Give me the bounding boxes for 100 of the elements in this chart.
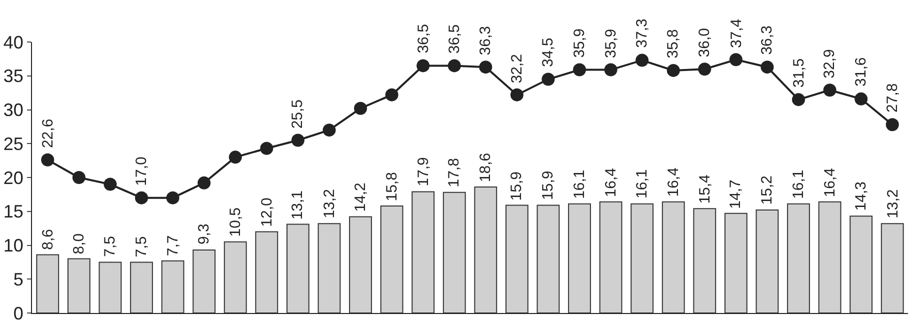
bar — [67, 258, 90, 313]
point — [135, 191, 148, 204]
data-label: 13,2 — [321, 189, 338, 218]
point — [792, 93, 805, 106]
y-tick-label: 5 — [13, 269, 24, 290]
bar — [98, 262, 122, 313]
data-label: 35,8 — [664, 29, 682, 58]
y-tick-label: 25 — [3, 134, 24, 154]
bar — [787, 203, 810, 313]
point — [760, 60, 774, 74]
data-label: 12,0 — [258, 198, 276, 227]
data-label: 14,7 — [727, 180, 744, 209]
data-label: 16,4 — [664, 168, 682, 197]
point — [479, 60, 492, 74]
point — [854, 92, 868, 106]
bar — [130, 262, 153, 313]
point — [729, 53, 742, 66]
bar — [724, 212, 748, 313]
data-label: 35,9 — [571, 28, 588, 58]
point — [260, 142, 274, 155]
point — [666, 64, 680, 77]
data-label: 31,6 — [852, 57, 870, 86]
data-label: 15,9 — [539, 170, 556, 200]
point — [510, 88, 524, 102]
point — [291, 134, 304, 147]
point — [823, 84, 836, 97]
y-tick-label: 20 — [3, 168, 24, 188]
point — [698, 62, 712, 76]
bar — [474, 186, 498, 313]
point — [104, 178, 117, 191]
bar — [630, 203, 654, 313]
data-label: 8,0 — [70, 233, 88, 254]
data-label: 13,2 — [884, 189, 902, 218]
bar — [36, 254, 60, 313]
data-label: 14,3 — [852, 181, 870, 211]
bar — [693, 208, 716, 313]
point — [448, 59, 461, 72]
bar — [380, 205, 404, 313]
point — [573, 63, 586, 76]
data-label: 36,3 — [758, 26, 776, 55]
point — [41, 153, 54, 166]
data-label: 31,5 — [790, 58, 808, 88]
data-label: 34,5 — [539, 38, 556, 67]
point — [354, 102, 367, 115]
y-tick-label: 30 — [3, 100, 24, 120]
data-label: 7,5 — [132, 236, 150, 258]
y-tick-label: 10 — [3, 236, 24, 256]
data-label: 36,5 — [414, 24, 432, 54]
data-label: 15,9 — [508, 172, 526, 201]
point — [166, 191, 180, 204]
bar — [818, 201, 842, 313]
data-label: 25,5 — [289, 99, 306, 129]
point — [886, 118, 899, 132]
bar — [318, 223, 341, 313]
data-label: 32,2 — [508, 54, 526, 84]
data-label: 16,4 — [602, 168, 620, 198]
bar — [224, 241, 247, 313]
bar — [850, 216, 873, 313]
bar — [286, 224, 310, 313]
data-label: 35,9 — [602, 28, 620, 58]
data-label: 17,9 — [414, 157, 432, 186]
data-label: 36,5 — [446, 24, 464, 54]
data-label: 22,6 — [39, 118, 56, 148]
y-tick-label: 15 — [3, 202, 24, 222]
data-label: 17,8 — [445, 158, 462, 188]
point — [542, 72, 555, 86]
bar — [192, 249, 216, 313]
point — [228, 150, 242, 164]
bar — [349, 216, 372, 313]
bar — [756, 210, 779, 313]
data-label: 37,3 — [633, 18, 650, 48]
data-label: 14,2 — [352, 182, 370, 212]
data-label: 8,6 — [39, 229, 56, 250]
data-label: 27,8 — [884, 83, 902, 113]
bar — [505, 204, 528, 313]
data-label: 17,0 — [133, 156, 150, 186]
point — [198, 176, 211, 190]
data-label: 15,4 — [696, 174, 714, 204]
bar — [161, 260, 184, 313]
data-label: 18,6 — [477, 152, 494, 182]
data-label: 32,9 — [821, 49, 838, 78]
bar — [880, 223, 904, 313]
data-label: 16,1 — [571, 170, 588, 199]
point — [636, 54, 649, 67]
bar — [662, 201, 685, 313]
data-label: 16,1 — [790, 170, 808, 199]
data-label: 7,5 — [102, 236, 119, 257]
point — [385, 88, 398, 102]
bar — [536, 204, 560, 313]
data-label: 15,8 — [383, 172, 400, 202]
y-tick-label: 40 — [3, 32, 24, 52]
data-label: 7,7 — [164, 235, 182, 256]
point — [72, 171, 86, 184]
bar — [599, 201, 622, 313]
data-label: 13,1 — [289, 190, 306, 220]
data-label: 37,4 — [728, 18, 745, 48]
bar — [412, 191, 435, 313]
data-label: 36,0 — [696, 28, 714, 58]
point — [416, 59, 430, 72]
data-label: 9,3 — [196, 224, 213, 245]
